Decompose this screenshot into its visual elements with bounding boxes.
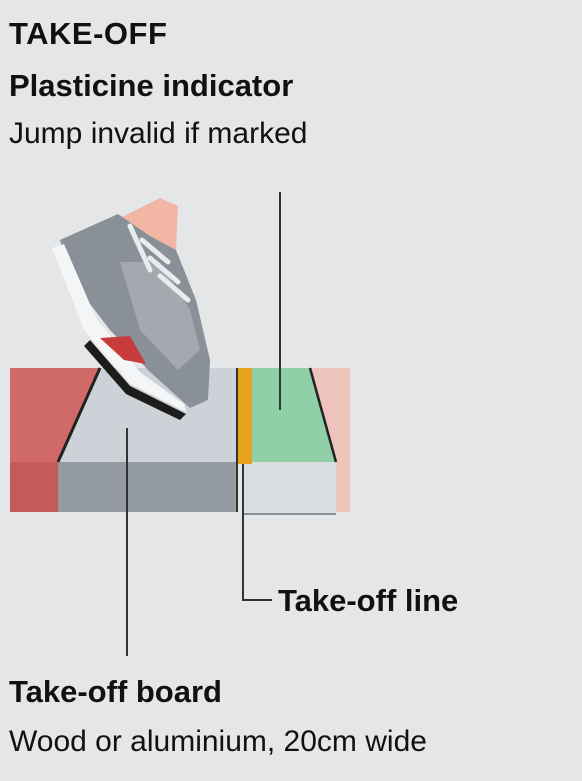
takeoff-board-description: Wood or aluminium, 20cm wide xyxy=(9,725,427,758)
runway-left-block xyxy=(10,368,100,512)
takeoff-board-title: Take-off board xyxy=(9,674,222,709)
plasticine-indicator-title: Plasticine indicator xyxy=(9,68,294,103)
takeoff-line-leader-line xyxy=(242,464,272,601)
plasticine-indicator xyxy=(244,367,338,515)
plasticine-indicator-description: Jump invalid if marked xyxy=(9,117,308,150)
running-shoe xyxy=(52,198,210,420)
takeoff-line-strip xyxy=(236,368,252,512)
diagram-title: TAKE-OFF xyxy=(9,16,168,51)
takeoff-line-label: Take-off line xyxy=(278,583,459,618)
